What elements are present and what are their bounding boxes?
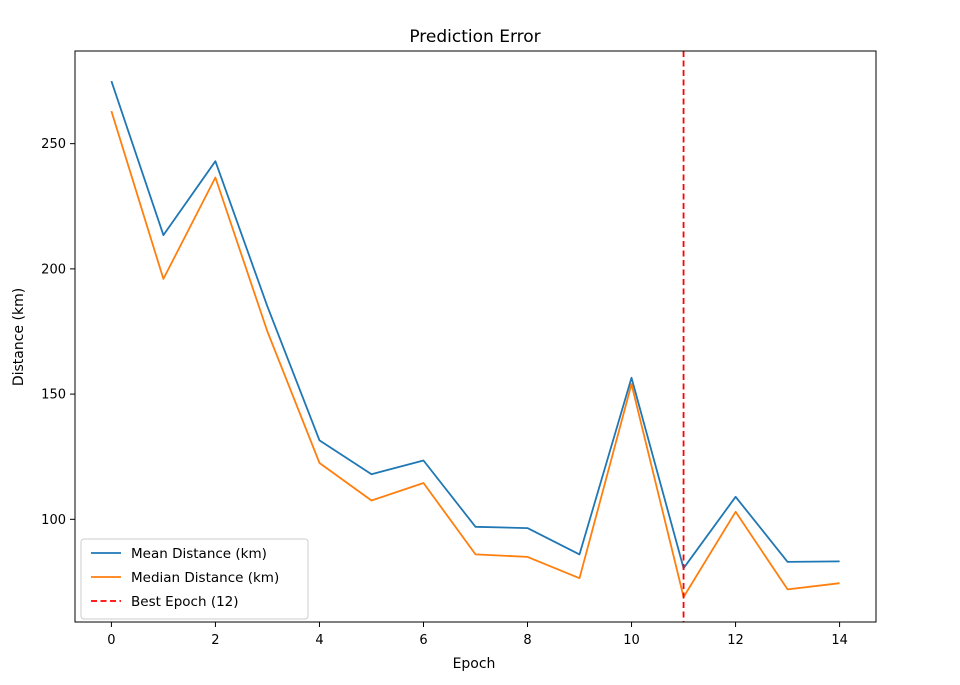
legend-entry: Median Distance (km) — [91, 570, 279, 586]
y-tick-label: 100 — [41, 513, 66, 528]
legend-label: Best Epoch (12) — [131, 594, 239, 610]
x-tick-label: 14 — [831, 633, 848, 648]
legend-label: Median Distance (km) — [131, 570, 279, 586]
y-tick-label: 250 — [41, 137, 66, 152]
legend: Mean Distance (km) Median Distance (km) Be… — [80, 538, 309, 620]
axes: 0 2 4 6 8 10 12 14 100 150 200 250 — [41, 50, 877, 648]
x-tick-label: 4 — [315, 633, 323, 648]
legend-box — [80, 538, 309, 620]
legend-entry: Mean Distance (km) — [91, 546, 267, 562]
plot-area — [110, 51, 840, 622]
legend-entry: Best Epoch (12) — [91, 594, 239, 610]
legend-label: Mean Distance (km) — [131, 546, 267, 562]
x-tick-label: 8 — [523, 633, 531, 648]
x-tick-label: 2 — [211, 633, 219, 648]
chart-title: Prediction Error — [409, 27, 540, 47]
x-axis-label: Epoch — [453, 656, 496, 672]
x-tick-label: 12 — [727, 633, 744, 648]
y-tick-label: 200 — [41, 262, 66, 277]
x-tick-label: 0 — [107, 633, 115, 648]
series-line-1 — [110, 110, 840, 598]
x-tick-label: 10 — [623, 633, 640, 648]
y-tick-label: 150 — [41, 388, 66, 403]
y-axis-label: Distance (km) — [11, 288, 27, 386]
series-line-0 — [110, 80, 840, 570]
x-tick-label: 6 — [419, 633, 427, 648]
plot-frame — [74, 50, 877, 623]
